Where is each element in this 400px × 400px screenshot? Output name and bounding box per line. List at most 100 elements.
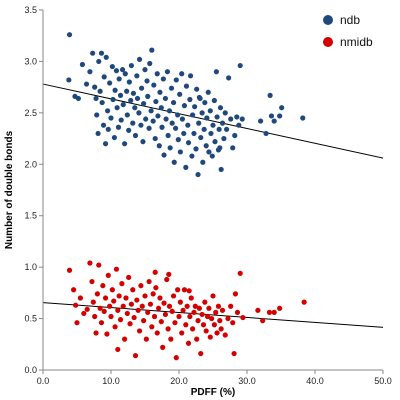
data-point-nmidb [126, 274, 132, 281]
data-point-ndb [179, 71, 185, 77]
data-point-nmidb [89, 278, 95, 285]
data-point-nmidb [211, 322, 217, 328]
data-point-ndb [160, 76, 166, 82]
y-tick-label: 1.5 [24, 211, 37, 221]
data-point-ndb [161, 152, 167, 158]
data-point-ndb [100, 122, 107, 128]
data-point-nmidb [192, 303, 198, 309]
x-tick-label: 50.0 [374, 376, 392, 386]
y-tick-label: 3.5 [24, 5, 37, 15]
y-tick-label: 2.0 [24, 159, 37, 169]
data-point-ndb [226, 75, 232, 81]
data-point-ndb [117, 92, 124, 98]
data-point-ndb [279, 105, 285, 111]
data-point-ndb [164, 69, 171, 75]
data-point-nmidb [74, 320, 80, 326]
data-point-ndb [185, 122, 191, 128]
data-point-nmidb [94, 291, 100, 297]
data-point-ndb [75, 95, 81, 102]
data-point-ndb [134, 73, 140, 79]
data-point-ndb [206, 149, 212, 155]
data-point-ndb [199, 110, 205, 116]
data-point-ndb [113, 68, 120, 74]
data-point-nmidb [240, 314, 246, 321]
data-point-nmidb [131, 314, 137, 321]
data-point-ndb [239, 116, 245, 122]
data-point-nmidb [277, 305, 283, 311]
data-point-nmidb [149, 324, 155, 330]
data-point-ndb [163, 116, 169, 122]
legend-label-ndb: ndb [340, 13, 360, 27]
data-point-ndb [263, 130, 269, 137]
data-point-ndb [183, 83, 190, 89]
data-point-nmidb [156, 305, 162, 311]
data-point-nmidb [146, 278, 152, 285]
data-point-ndb [93, 95, 99, 102]
data-point-ndb [224, 126, 230, 132]
data-point-nmidb [138, 283, 144, 289]
data-point-ndb [300, 115, 306, 121]
x-tick-label: 0.0 [37, 376, 50, 386]
data-point-ndb [156, 143, 162, 149]
data-point-nmidb [228, 303, 234, 309]
data-point-nmidb [168, 336, 174, 342]
data-point-nmidb [87, 260, 93, 266]
data-point-nmidb [180, 307, 186, 313]
data-point-nmidb [194, 336, 200, 342]
data-point-ndb [166, 108, 173, 114]
data-point-ndb [116, 76, 122, 82]
data-point-ndb [211, 97, 217, 104]
data-point-ndb [214, 114, 220, 120]
data-point-ndb [112, 87, 118, 93]
x-axis-title: PDFF (%) [191, 387, 235, 398]
data-point-ndb [216, 126, 222, 132]
data-point-ndb [228, 116, 234, 122]
data-point-nmidb [172, 320, 178, 326]
data-point-nmidb [151, 313, 158, 320]
data-point-ndb [139, 85, 145, 91]
legend: ndb nmidb [323, 13, 373, 49]
data-point-ndb [198, 134, 204, 141]
data-point-ndb [124, 112, 130, 118]
data-point-nmidb [81, 310, 87, 317]
data-point-ndb [99, 99, 105, 106]
data-point-ndb [157, 89, 163, 95]
data-point-ndb [107, 80, 113, 86]
data-point-nmidb [102, 295, 109, 301]
data-point-ndb [165, 132, 171, 139]
data-point-ndb [193, 146, 199, 152]
data-point-ndb [173, 77, 179, 83]
data-point-nmidb [145, 309, 151, 315]
data-point-nmidb [255, 307, 261, 313]
data-point-ndb [175, 112, 181, 118]
data-point-ndb [122, 71, 128, 77]
data-point-ndb [237, 62, 243, 69]
y-tick-label: 0.5 [24, 314, 37, 324]
data-point-nmidb [166, 303, 173, 309]
data-point-nmidb [160, 344, 166, 350]
data-point-ndb [155, 113, 161, 119]
x-tick-label: 30.0 [238, 376, 256, 386]
data-point-nmidb [166, 271, 172, 277]
data-point-ndb [134, 95, 141, 102]
data-point-nmidb [134, 297, 140, 303]
data-point-nmidb [77, 295, 83, 301]
data-point-nmidb [210, 293, 216, 299]
data-point-nmidb [136, 328, 143, 334]
trendline-ndb [42, 83, 384, 159]
data-point-ndb [66, 32, 73, 38]
data-point-nmidb [199, 311, 205, 318]
data-point-nmidb [93, 330, 99, 336]
data-point-ndb [217, 145, 223, 151]
data-point-nmidb [230, 320, 236, 326]
data-point-nmidb [179, 330, 185, 336]
data-point-nmidb [170, 293, 177, 299]
data-point-ndb [149, 47, 155, 53]
data-point-ndb [140, 139, 146, 145]
y-tick-label: 3.0 [24, 56, 37, 66]
data-point-nmidb [215, 303, 222, 309]
data-point-ndb [128, 97, 134, 104]
data-point-ndb [187, 73, 194, 79]
legend-marker-nmidb [323, 37, 333, 47]
data-point-nmidb [90, 299, 96, 305]
